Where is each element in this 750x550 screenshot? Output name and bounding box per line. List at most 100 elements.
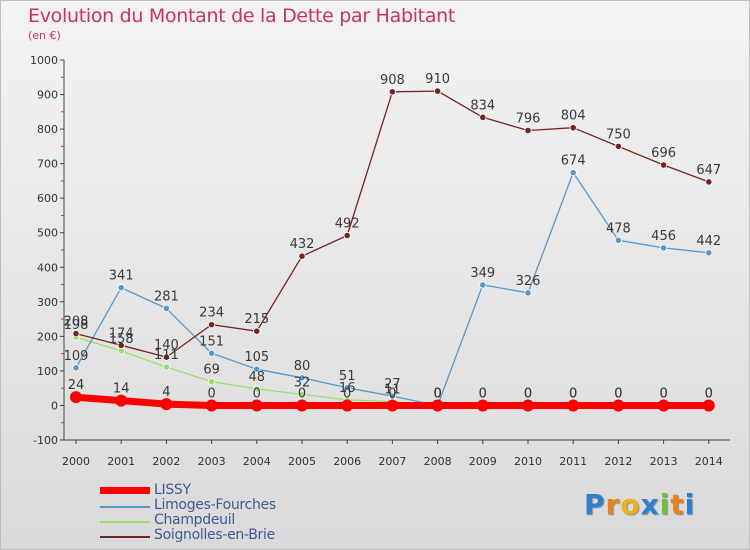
data-label: 158 xyxy=(109,332,134,347)
data-label: 234 xyxy=(199,306,224,321)
data-label: 432 xyxy=(290,237,315,252)
data-point-Limoges-Fourches xyxy=(208,349,216,357)
y-tick-label: 1000 xyxy=(30,54,58,67)
data-label: 109 xyxy=(64,349,89,364)
data-label: 0 xyxy=(659,386,667,401)
data-point-Limoges-Fourches xyxy=(614,236,623,244)
data-label: 140 xyxy=(154,338,179,353)
data-label: 326 xyxy=(516,274,541,289)
data-label: 151 xyxy=(199,334,224,349)
data-label: 442 xyxy=(696,234,721,249)
data-point-Limoges-Fourches xyxy=(117,284,125,292)
data-label: 208 xyxy=(64,315,89,330)
legend-swatch xyxy=(100,506,150,508)
logo-letter: o xyxy=(620,488,641,521)
data-label: 0 xyxy=(614,386,622,401)
y-tick-label: 600 xyxy=(37,192,58,205)
data-point-LISSY xyxy=(522,399,534,412)
x-tick-label: 2002 xyxy=(152,455,180,468)
data-point-LISSY xyxy=(205,399,218,412)
logo-letter: t xyxy=(670,488,685,521)
proxiti-logo: Proxiti xyxy=(584,488,695,521)
legend-label: LISSY xyxy=(154,482,191,498)
data-label: 750 xyxy=(606,127,631,142)
data-label: 0 xyxy=(569,386,577,401)
data-point-Soignolles-en-Brie xyxy=(659,161,668,169)
data-label: 804 xyxy=(561,109,586,124)
data-label: 80 xyxy=(294,359,311,374)
data-label: 0 xyxy=(524,386,532,401)
data-point-LISSY xyxy=(296,399,308,412)
legend-swatch xyxy=(100,521,150,523)
data-point-LISSY xyxy=(476,399,489,412)
data-point-Limoges-Fourches xyxy=(162,304,170,312)
data-label: 0 xyxy=(207,386,215,401)
data-point-Limoges-Fourches xyxy=(298,374,306,382)
x-tick-label: 2009 xyxy=(469,455,497,468)
data-point-LISSY xyxy=(160,398,173,411)
data-label: 32 xyxy=(294,375,311,390)
data-point-Soignolles-en-Brie xyxy=(208,321,216,329)
logo-letter: i xyxy=(659,488,671,521)
data-label: 0 xyxy=(388,386,396,401)
y-tick-label: 0 xyxy=(51,399,58,412)
data-label: 0 xyxy=(479,386,487,401)
data-label: 696 xyxy=(651,146,676,161)
data-point-Champdeuil xyxy=(298,390,306,398)
data-point-Limoges-Fourches xyxy=(253,365,261,373)
data-label: 834 xyxy=(470,98,495,113)
y-tick-label: 800 xyxy=(37,123,58,136)
data-label: 0 xyxy=(479,386,487,401)
data-point-Limoges-Fourches xyxy=(705,249,713,257)
data-point-Soignolles-en-Brie xyxy=(524,126,532,135)
data-label: 0 xyxy=(524,386,532,401)
y-tick-label: 200 xyxy=(37,330,58,343)
data-label: 14 xyxy=(113,382,130,397)
data-label: 796 xyxy=(516,111,541,126)
data-point-Limoges-Fourches xyxy=(343,384,351,392)
data-point-Soignolles-en-Brie xyxy=(433,87,442,95)
data-label: 0 xyxy=(343,386,351,401)
data-label: 0 xyxy=(705,386,713,401)
data-point-Soignolles-en-Brie xyxy=(253,327,261,335)
data-point-LISSY xyxy=(386,399,399,412)
data-label: 24 xyxy=(68,378,85,393)
data-point-Limoges-Fourches xyxy=(72,364,80,372)
logo-letter: P xyxy=(584,488,606,521)
data-label: 492 xyxy=(335,216,360,231)
data-label: 281 xyxy=(154,289,179,304)
data-label: 215 xyxy=(244,312,269,327)
data-label: 48 xyxy=(249,370,266,385)
x-tick-label: 2004 xyxy=(243,455,271,468)
data-label: 0 xyxy=(705,386,713,401)
unit-label: (en €) xyxy=(28,29,61,42)
x-tick-label: 2006 xyxy=(333,455,361,468)
data-label: 11 xyxy=(384,383,401,398)
legend-swatch xyxy=(100,487,150,494)
data-point-Soignolles-en-Brie xyxy=(343,231,351,240)
data-label: 174 xyxy=(109,326,134,341)
data-point-Soignolles-en-Brie xyxy=(298,252,306,260)
x-tick-label: 2012 xyxy=(604,455,632,468)
data-label: 674 xyxy=(561,154,586,169)
data-label: 349 xyxy=(470,266,495,281)
data-point-Limoges-Fourches xyxy=(388,392,396,400)
data-point-LISSY xyxy=(341,399,354,412)
x-tick-label: 2005 xyxy=(288,455,316,468)
data-label: 0 xyxy=(614,386,622,401)
data-point-LISSY xyxy=(657,399,670,412)
data-point-Soignolles-en-Brie xyxy=(614,142,623,150)
legend-label: Champdeuil xyxy=(154,512,235,528)
y-tick-label: -100 xyxy=(33,434,58,447)
logo-letter: r xyxy=(605,488,621,521)
data-label: 0 xyxy=(659,386,667,401)
data-point-Champdeuil xyxy=(208,378,216,386)
data-point-Soignolles-en-Brie xyxy=(117,341,125,349)
data-label: 105 xyxy=(244,350,269,365)
y-tick-label: 500 xyxy=(37,227,58,240)
x-tick-label: 2011 xyxy=(559,455,587,468)
x-tick-label: 2014 xyxy=(695,455,723,468)
data-point-Soignolles-en-Brie xyxy=(388,88,396,96)
x-tick-label: 2001 xyxy=(107,455,135,468)
logo-letter: x xyxy=(640,488,660,521)
